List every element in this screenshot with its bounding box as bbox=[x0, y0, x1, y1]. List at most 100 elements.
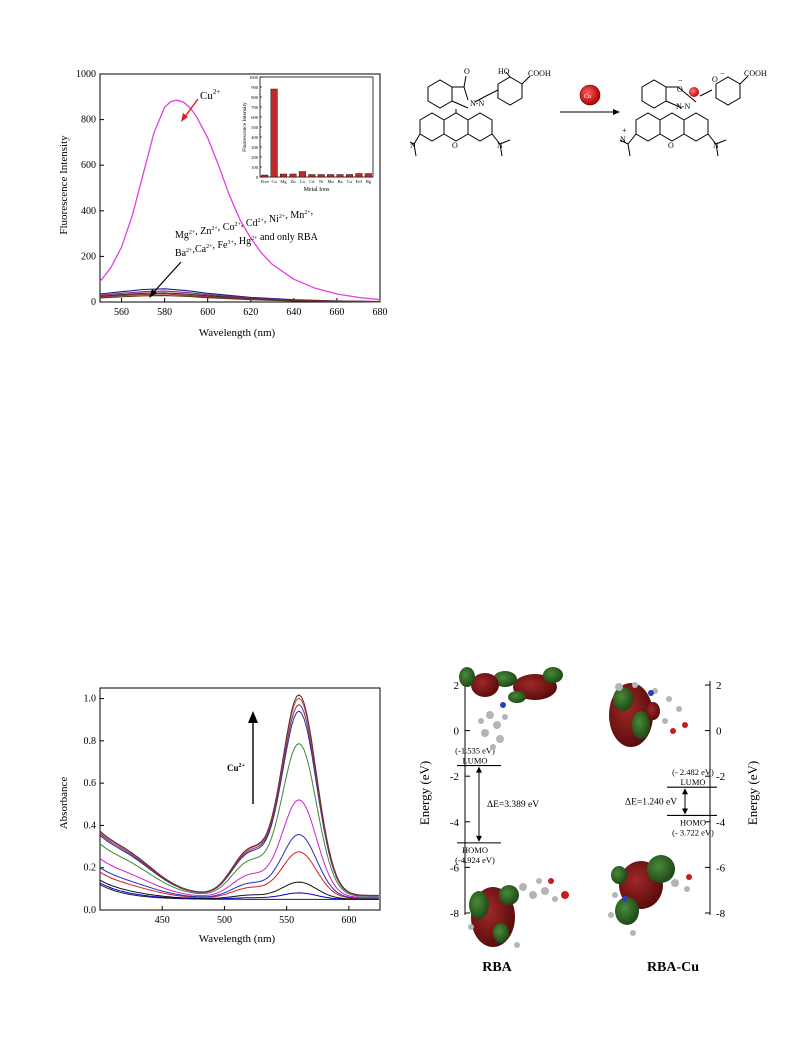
inset-x-tick-label: Zn bbox=[290, 179, 296, 184]
rbacu-label: RBA-Cu bbox=[647, 960, 699, 975]
inset-x-tick-label: Ni bbox=[319, 179, 324, 184]
fluor-y-tick-label: 200 bbox=[81, 251, 96, 262]
inset-bar bbox=[289, 173, 297, 178]
fluor-y-tick-label: 0 bbox=[91, 297, 96, 308]
scheme-n-right: N bbox=[713, 141, 719, 150]
abs-y-tick-label: 0.6 bbox=[84, 778, 97, 789]
fluor-x-tick-label: 660 bbox=[329, 307, 344, 318]
inset-frame bbox=[259, 76, 374, 178]
inset-x-tick-label: Ca bbox=[347, 179, 352, 184]
scheme-nn-left: N-N bbox=[470, 99, 484, 108]
fluor-y-tick-label: 1000 bbox=[76, 69, 96, 80]
scheme-cooh-right: COOH bbox=[744, 69, 767, 78]
rba-structure bbox=[410, 71, 531, 157]
scheme-reaction-arrowhead bbox=[613, 109, 620, 115]
inset-y-tick-label: 400 bbox=[251, 135, 259, 140]
inset-bar bbox=[280, 173, 288, 178]
abs-cu-label: Cu2+ bbox=[227, 763, 246, 773]
absorbance-chart: 450 500 550 600 0.0 0.2 0.4 0.6 0.8 1.0 Absorbanc… bbox=[58, 687, 381, 945]
rbacu-homo-label: HOMO bbox=[680, 817, 706, 827]
fluor-series-line bbox=[99, 99, 381, 301]
reaction-scheme: O N-N O HO COOH N N Cu O − O − N-N O COO… bbox=[410, 67, 767, 157]
inset-bar bbox=[270, 88, 278, 178]
scheme-minus-2: − bbox=[720, 69, 725, 78]
inset-x-tick-label: Hg bbox=[366, 179, 372, 184]
inset-y-tick-label: 600 bbox=[251, 115, 259, 120]
inset-x-tick-label: Fe3 bbox=[356, 179, 364, 184]
inset-y-tick-label: 800 bbox=[251, 95, 259, 100]
rbacu-gap-arrowhead-bottom bbox=[682, 808, 688, 815]
rbacu-lumo-label: LUMO bbox=[680, 777, 705, 787]
abs-series-line bbox=[99, 833, 379, 899]
inset-y-tick-label: 700 bbox=[251, 105, 259, 110]
scheme-n-plus: N bbox=[620, 135, 626, 144]
abs-x-label: Wavelength (nm) bbox=[199, 933, 276, 945]
abs-series-line bbox=[99, 882, 379, 900]
abs-y-label: Absorbance bbox=[58, 777, 70, 830]
inset-bar bbox=[308, 174, 316, 178]
scheme-plus-sign: + bbox=[622, 126, 627, 135]
abs-y-tick-label: 0.8 bbox=[84, 736, 97, 747]
scheme-n-left1: N bbox=[410, 141, 416, 150]
inset-bar bbox=[364, 173, 372, 178]
rbacu-gap-label: ΔE=1.240 eV bbox=[625, 797, 677, 807]
fluorescence-chart: 560 580 600 620 640 660 680 0 200 400 600 800 1000 0… bbox=[58, 69, 388, 339]
rba-gap-label: ΔE=3.389 eV bbox=[487, 800, 539, 810]
rba-homo-orbital-icon bbox=[468, 878, 569, 948]
energy-diagram: 2 20 0-2 -2-4 -4-6 -6-8 -8 (-1.535 eV)LUMOHOMO… bbox=[417, 667, 760, 975]
abs-series-line bbox=[99, 851, 379, 899]
fluor-others-arrow bbox=[151, 261, 182, 295]
fluor-x-tick-label: 620 bbox=[243, 307, 258, 318]
abs-y-tick-label: 0.2 bbox=[84, 863, 97, 874]
fluor-x-tick-label: 580 bbox=[157, 307, 172, 318]
scheme-o-xanthene: O bbox=[452, 141, 458, 150]
cu-ion-icon bbox=[579, 84, 601, 106]
fluor-others-arrowhead bbox=[149, 289, 157, 298]
energy-tick-label-right: -2 bbox=[716, 771, 725, 783]
rbacu-gap-arrowhead-top bbox=[682, 788, 688, 795]
inset-x-tick-label: Free bbox=[261, 179, 269, 184]
abs-x-tick-label: 550 bbox=[279, 915, 294, 926]
energy-tick-label-left: -6 bbox=[450, 862, 460, 874]
fluor-x-tick-label: 680 bbox=[373, 307, 388, 318]
scheme-o-label: O bbox=[464, 67, 470, 76]
rba-lumo-orbital-icon bbox=[459, 667, 563, 750]
abs-series-line bbox=[99, 743, 379, 897]
scheme-ho-label: HO bbox=[498, 67, 510, 76]
scheme-o-right: O bbox=[677, 85, 683, 94]
abs-series-line bbox=[99, 879, 379, 900]
inset-x-tick-label: Cd bbox=[309, 179, 315, 184]
fluor-x-tick-label: 640 bbox=[286, 307, 301, 318]
energy-tick-label-right: 2 bbox=[716, 680, 722, 692]
rba-cu-complex bbox=[619, 75, 749, 157]
cu-bound-icon bbox=[689, 87, 699, 97]
scheme-o-xanthene-right: O bbox=[668, 141, 674, 150]
scheme-nn-right: N-N bbox=[676, 102, 690, 111]
rba-homo-label: HOMO bbox=[462, 845, 488, 855]
abs-y-tick-label: 0.4 bbox=[84, 820, 97, 831]
inset-bar bbox=[327, 174, 335, 178]
inset-bar bbox=[336, 174, 344, 178]
abs-y-tick-label: 0.0 bbox=[84, 905, 97, 916]
scheme-cooh-left: COOH bbox=[528, 69, 551, 78]
inset-y-label: Fluorescence Intensity bbox=[242, 102, 248, 152]
inset-x-tick-label: Mn bbox=[327, 179, 334, 184]
abs-x-tick-label: 500 bbox=[217, 915, 232, 926]
cu-ion-label: Cu bbox=[584, 94, 591, 100]
fluor-others-line2: Ba2+,Ca2+, Fe3+, Hg2+ and only RBA bbox=[175, 232, 319, 259]
energy-tick-label-left: -2 bbox=[450, 771, 459, 783]
abs-plot-frame bbox=[99, 687, 381, 911]
inset-x-tick-label: Cu bbox=[271, 179, 277, 184]
fluor-cu-label: Cu2+ bbox=[200, 88, 220, 102]
rba-lumo-label: LUMO bbox=[462, 756, 487, 766]
energy-y-label-right: Energy (eV) bbox=[745, 761, 760, 825]
rba-gap-arrowhead-bottom bbox=[476, 835, 482, 842]
inset-y-tick-label: 900 bbox=[251, 85, 259, 90]
abs-y-tick-label: 1.0 bbox=[84, 694, 97, 705]
energy-y-label-left: Energy (eV) bbox=[417, 761, 432, 825]
inset-y-tick-label: 500 bbox=[251, 125, 259, 130]
rbacu-lumo-value: (- 2.482 eV) bbox=[672, 767, 714, 777]
inset-bar bbox=[345, 174, 353, 178]
rbacu-lumo-orbital-icon bbox=[609, 682, 688, 747]
abs-series-line bbox=[99, 799, 379, 898]
